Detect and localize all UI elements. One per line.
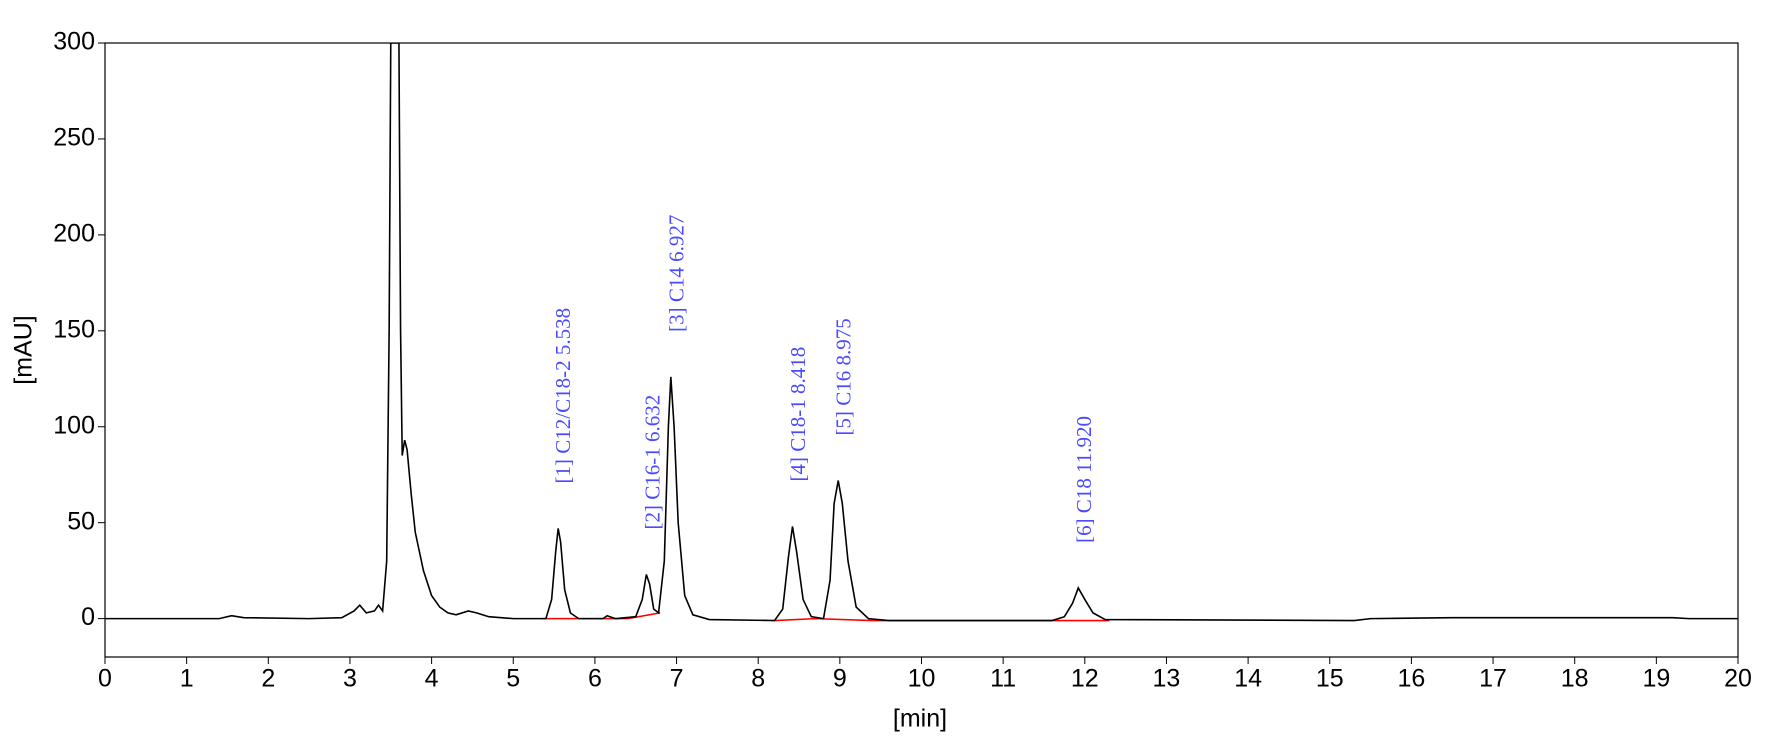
peak-annotation: [4] C18-1 8.418	[786, 347, 810, 482]
x-tick-label: 12	[1071, 665, 1099, 693]
x-tick-label: 11	[990, 665, 1016, 693]
x-tick-label: 15	[1316, 665, 1344, 693]
peak-annotation: [5] C16 8.975	[832, 318, 856, 435]
x-tick-label: 19	[1642, 665, 1670, 693]
y-tick-label: 0	[81, 603, 95, 631]
plot-frame	[104, 42, 1739, 658]
x-tick-label: 13	[1153, 665, 1181, 693]
peak-annotation: [3] C14 6.927	[664, 215, 688, 332]
x-tick-label: 10	[908, 665, 936, 693]
peak-annotation: [6] C18 11.920	[1072, 416, 1096, 543]
x-tick-label: 5	[506, 665, 520, 693]
x-tick-label: 3	[343, 665, 357, 693]
peak-annotation: [2] C16-1 6.632	[640, 395, 664, 530]
y-tick-label: 100	[53, 411, 95, 439]
x-tick-label: 17	[1479, 665, 1507, 693]
y-tick-label: 150	[53, 315, 95, 343]
x-tick-label: 1	[180, 665, 194, 693]
y-tick-label: 250	[53, 124, 95, 152]
x-tick-label: 6	[588, 665, 602, 693]
y-axis-label: [mAU]	[10, 315, 38, 384]
peak-annotation: [1] C12/C18-2 5.538	[551, 308, 575, 484]
x-tick-label: 14	[1234, 665, 1262, 693]
x-tick-label: 9	[833, 665, 847, 693]
y-tick-label: 300	[53, 28, 95, 56]
x-tick-label: 16	[1397, 665, 1425, 693]
x-tick-label: 8	[751, 665, 765, 693]
x-tick-label: 18	[1561, 665, 1589, 693]
y-tick-label: 50	[67, 507, 95, 535]
y-tick-label: 200	[53, 219, 95, 247]
x-tick-label: 7	[670, 665, 684, 693]
x-tick-label: 4	[425, 665, 439, 693]
x-tick-label: 0	[98, 665, 112, 693]
x-tick-label: 2	[261, 665, 275, 693]
x-tick-label: 20	[1724, 665, 1752, 693]
series-line	[105, 43, 1738, 622]
x-axis-label: [min]	[893, 705, 947, 733]
